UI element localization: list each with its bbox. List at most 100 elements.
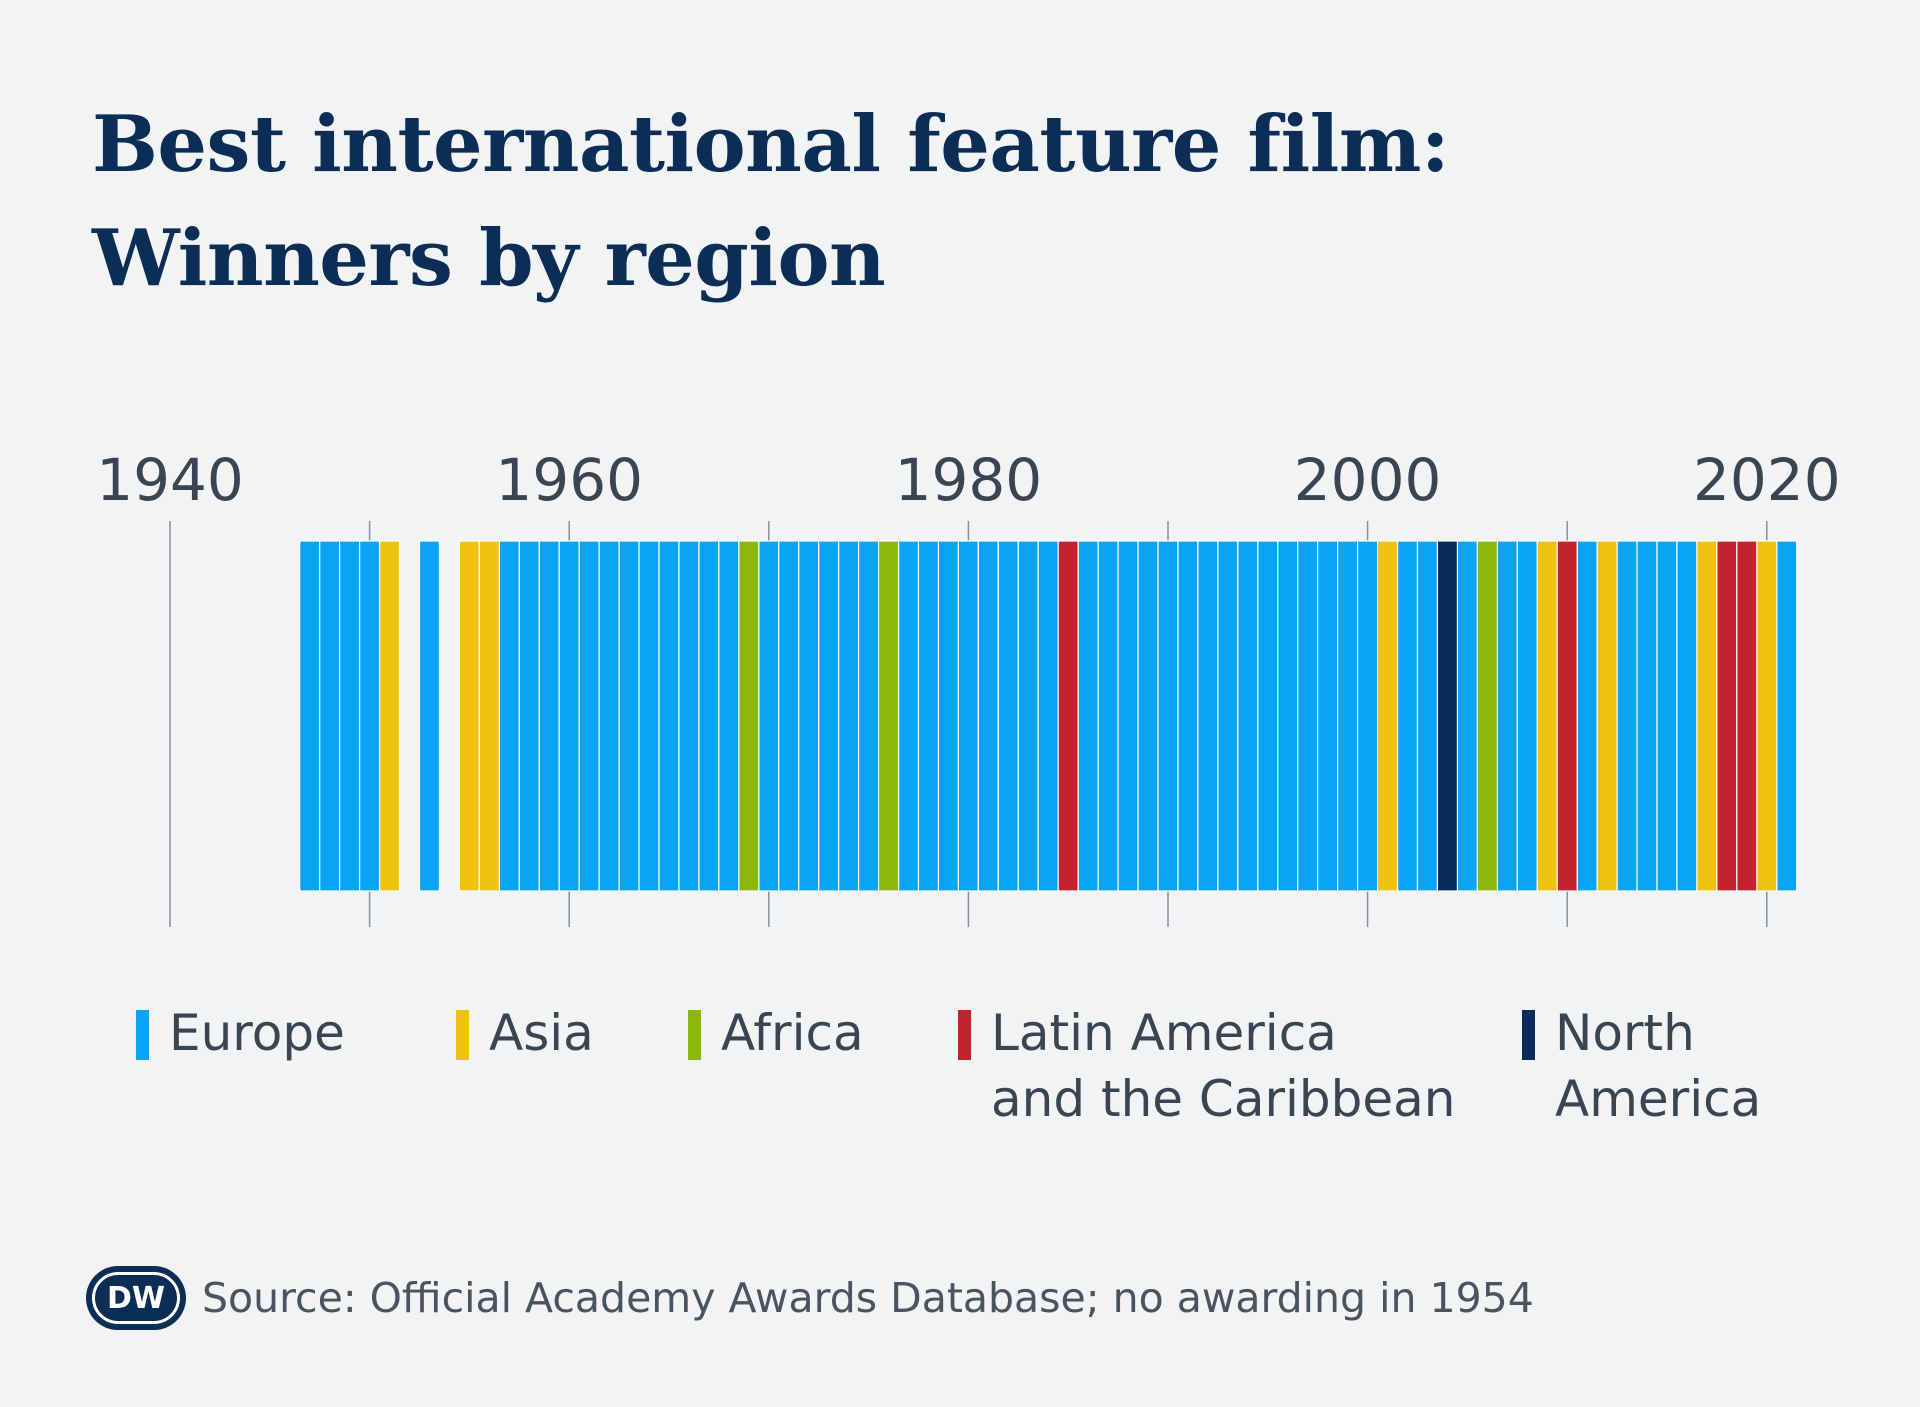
- bar-1995: [1257, 540, 1279, 892]
- tick-label-2000: 2000: [1294, 446, 1442, 514]
- legend-label: Asia: [489, 1004, 594, 1062]
- bar-1947: [299, 540, 321, 892]
- title-line-1: Best international feature film:: [92, 99, 1450, 190]
- bar-1966: [678, 540, 700, 892]
- tick-label-1960: 1960: [495, 446, 643, 514]
- bar-1977: [897, 540, 920, 892]
- legend: Europe Asia Africa Latin America and the Ca…: [0, 1000, 1920, 1150]
- bar-1980: [957, 540, 979, 892]
- bar-1983: [1017, 540, 1039, 892]
- bar-1991: [1177, 540, 1199, 892]
- bar-1976: [877, 540, 900, 892]
- legend-item: Africa: [688, 1000, 864, 1066]
- bar-1974: [838, 540, 860, 892]
- legend-swatch: [688, 1010, 701, 1060]
- legend-swatch: [958, 1010, 971, 1060]
- tick-label-1940: 1940: [96, 446, 244, 514]
- bar-1989: [1137, 540, 1159, 892]
- region-strip-chart: 1940 1960 1980 2000 2020: [96, 446, 1841, 927]
- bar-1964: [638, 540, 660, 892]
- bar-1959: [538, 540, 560, 892]
- legend-swatch: [136, 1010, 149, 1060]
- bar-2006: [1476, 540, 1498, 892]
- bar-1997: [1297, 540, 1319, 892]
- legend-label: Latin America and the Caribbean: [991, 1004, 1456, 1128]
- bar-1950: [359, 540, 381, 892]
- legend-swatch: [456, 1010, 469, 1060]
- bar-1987: [1097, 540, 1119, 892]
- bar-2012: [1596, 540, 1618, 892]
- bar-2013: [1616, 540, 1638, 892]
- bar-1957: [498, 540, 520, 892]
- bar-1960: [558, 540, 580, 892]
- bar-2004: [1436, 540, 1458, 892]
- legend-item: Latin America and the Caribbean: [958, 1000, 1455, 1132]
- bar-1990: [1157, 540, 1179, 892]
- bar-2000: [1356, 540, 1379, 892]
- bar-1979: [937, 540, 960, 892]
- bar-2010: [1556, 540, 1578, 892]
- bar-1969: [738, 540, 760, 892]
- bar-1968: [718, 540, 740, 892]
- bar-2018: [1716, 540, 1738, 892]
- legend-item: Europe: [136, 1000, 345, 1066]
- source-text: Source: Official Academy Awards Database…: [202, 1274, 1534, 1322]
- legend-item: North America: [1522, 1000, 1761, 1132]
- bar-1982: [997, 540, 1019, 892]
- bar-1956: [478, 540, 500, 892]
- bar-1953: [418, 540, 441, 892]
- bar-2019: [1736, 540, 1758, 892]
- bar-1949: [339, 540, 361, 892]
- legend-item: Asia: [456, 1000, 594, 1066]
- bar-1972: [798, 540, 820, 892]
- bar-1999: [1337, 540, 1359, 892]
- bar-1981: [977, 540, 999, 892]
- chart-title: Best international feature film: Winners…: [92, 88, 1450, 316]
- legend-swatch: [1522, 1010, 1535, 1060]
- source-line: DW Source: Official Academy Awards Datab…: [86, 1266, 1534, 1330]
- bar-1975: [857, 540, 880, 892]
- bar-1986: [1077, 540, 1099, 892]
- bar-1998: [1317, 540, 1339, 892]
- bar-1992: [1197, 540, 1219, 892]
- bar-2014: [1636, 540, 1658, 892]
- bar-1951: [378, 540, 401, 892]
- legend-label: North America: [1555, 1004, 1762, 1128]
- bar-2007: [1496, 540, 1518, 892]
- bar-1967: [698, 540, 720, 892]
- bar-1984: [1037, 540, 1059, 892]
- bar-1994: [1237, 540, 1259, 892]
- tick-label-1980: 1980: [895, 446, 1043, 514]
- bar-1948: [319, 540, 341, 892]
- bar-1970: [758, 540, 780, 892]
- bar-1962: [598, 540, 620, 892]
- bar-2020: [1756, 540, 1778, 892]
- bar-1973: [818, 540, 840, 892]
- bar-1955: [458, 540, 480, 892]
- bar-2001: [1376, 540, 1399, 892]
- bar-2008: [1516, 540, 1538, 892]
- bar-1963: [618, 540, 640, 892]
- legend-label: Africa: [721, 1004, 864, 1062]
- bar-1996: [1277, 540, 1299, 892]
- title-line-2: Winners by region: [92, 213, 886, 304]
- bar-1961: [578, 540, 600, 892]
- bar-2002: [1396, 540, 1419, 892]
- bar-2021: [1776, 540, 1798, 892]
- bar-1985: [1057, 540, 1079, 892]
- dw-logo-icon: DW: [86, 1266, 186, 1330]
- bar-1988: [1117, 540, 1139, 892]
- bar-2017: [1696, 540, 1718, 892]
- tick-label-2020: 2020: [1693, 446, 1841, 514]
- bar-2005: [1456, 540, 1478, 892]
- bar-1958: [518, 540, 540, 892]
- legend-label: Europe: [169, 1004, 345, 1062]
- bar-2015: [1656, 540, 1678, 892]
- bar-1971: [778, 540, 800, 892]
- bar-2003: [1416, 540, 1439, 892]
- bar-1965: [658, 540, 680, 892]
- bar-1978: [917, 540, 940, 892]
- bar-2016: [1676, 540, 1698, 892]
- bar-2009: [1536, 540, 1558, 892]
- bar-1993: [1217, 540, 1239, 892]
